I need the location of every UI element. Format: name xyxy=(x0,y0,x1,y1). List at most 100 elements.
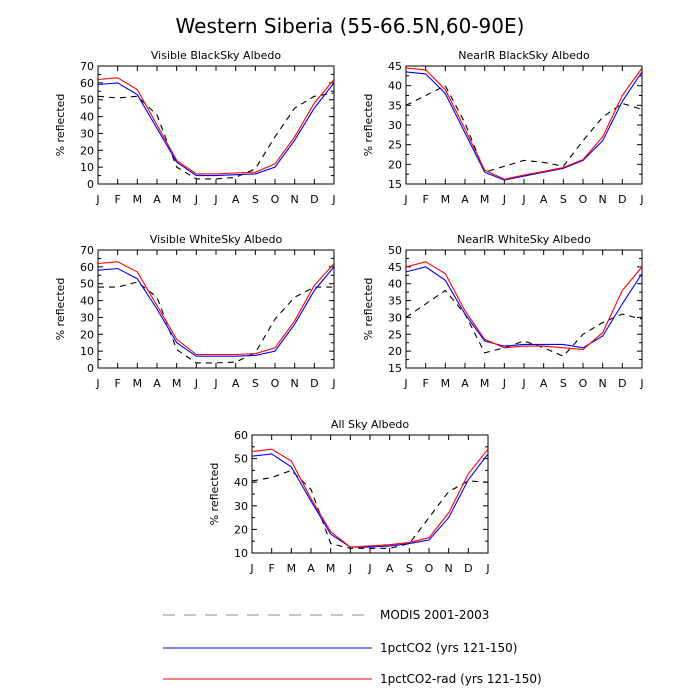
x-tick-label: J xyxy=(213,193,217,206)
x-tick-label: M xyxy=(172,193,182,206)
x-tick-label: J xyxy=(485,562,489,575)
x-tick-label: N xyxy=(599,377,607,390)
y-tick-label: 45 xyxy=(388,261,402,274)
y-tick-label: 20 xyxy=(80,144,94,157)
x-tick-label: A xyxy=(461,193,469,206)
panel-title: Visible BlackSky Albedo xyxy=(151,49,281,62)
y-tick-label: 0 xyxy=(87,362,94,375)
pctco2-line xyxy=(405,266,643,349)
x-tick-label: O xyxy=(425,562,434,575)
x-tick-label: J xyxy=(367,562,371,575)
y-axis-label: % reflected xyxy=(208,463,221,526)
x-tick-label: S xyxy=(252,193,259,206)
y-tick-label: 40 xyxy=(80,111,94,124)
x-tick-label: D xyxy=(310,193,318,206)
x-tick-label: A xyxy=(232,377,240,390)
x-tick-label: M xyxy=(133,193,143,206)
y-tick-label: 40 xyxy=(388,278,402,291)
x-tick-label: J xyxy=(331,193,335,206)
x-tick-label: S xyxy=(560,377,567,390)
x-tick-label: S xyxy=(560,193,567,206)
panel-title: Visible WhiteSky Albedo xyxy=(150,233,283,246)
panel-1: Visible BlackSky Albedo 0 10 20 30 40 50 60 70 J F… xyxy=(54,49,336,206)
y-tick-label: 35 xyxy=(388,295,402,308)
y-tick-label: 30 xyxy=(388,119,402,132)
x-tick-label: M xyxy=(133,377,143,390)
x-tick-label: A xyxy=(153,377,161,390)
x-tick-label: J xyxy=(502,193,506,206)
y-tick-label: 30 xyxy=(234,500,248,513)
modis-line xyxy=(251,469,489,549)
x-tick-label: J xyxy=(249,562,253,575)
x-tick-label: A xyxy=(307,562,315,575)
modis-line xyxy=(98,281,334,364)
y-tick-label: 30 xyxy=(388,311,402,324)
x-tick-label: J xyxy=(639,193,643,206)
modis-line xyxy=(405,84,643,173)
plot-frame xyxy=(405,249,643,369)
modis-line xyxy=(405,289,643,357)
x-tick-label: A xyxy=(540,193,548,206)
y-tick-label: 50 xyxy=(388,244,402,257)
pctco2-rad-line xyxy=(405,67,643,180)
y-tick-label: 30 xyxy=(80,127,94,140)
pctco2-line xyxy=(97,266,335,357)
x-tick-label: J xyxy=(194,193,198,206)
x-tick-label: A xyxy=(386,562,394,575)
x-tick-label: S xyxy=(406,562,413,575)
pctco2-line xyxy=(97,82,335,177)
x-tick-label: F xyxy=(269,562,275,575)
x-tick-label: J xyxy=(348,562,352,575)
y-tick-label: 70 xyxy=(80,60,94,73)
x-tick-label: N xyxy=(445,562,453,575)
panel-title: All Sky Albedo xyxy=(331,418,409,431)
y-tick-label: 20 xyxy=(80,328,94,341)
y-tick-label: 35 xyxy=(388,99,402,112)
y-tick-label: 15 xyxy=(388,362,402,375)
x-tick-label: J xyxy=(403,193,407,206)
x-tick-label: J xyxy=(502,377,506,390)
x-tick-label: J xyxy=(521,377,525,390)
x-tick-label: M xyxy=(441,193,451,206)
x-tick-label: O xyxy=(271,193,280,206)
x-tick-label: M xyxy=(287,562,297,575)
x-tick-label: F xyxy=(115,377,121,390)
x-tick-label: D xyxy=(464,562,472,575)
pctco2-rad-line xyxy=(251,448,489,548)
y-axis-label: % reflected xyxy=(362,94,375,157)
panel-3: Visible WhiteSky Albedo 0 10 20 30 40 50 60 70 J F… xyxy=(54,233,336,390)
x-tick-label: M xyxy=(172,377,182,390)
x-tick-label: J xyxy=(95,377,99,390)
y-tick-label: 25 xyxy=(388,328,402,341)
x-tick-label: J xyxy=(639,377,643,390)
y-tick-label: 60 xyxy=(80,261,94,274)
y-tick-label: 40 xyxy=(388,80,402,93)
x-tick-label: A xyxy=(232,193,240,206)
x-tick-label: O xyxy=(271,377,280,390)
y-tick-label: 20 xyxy=(388,158,402,171)
y-tick-label: 20 xyxy=(234,523,248,536)
y-tick-label: 50 xyxy=(80,278,94,291)
x-tick-label: D xyxy=(618,377,626,390)
x-tick-label: J xyxy=(194,377,198,390)
modis-line xyxy=(97,92,335,180)
y-tick-label: 10 xyxy=(80,345,94,358)
pctco2-rad-line xyxy=(97,77,335,175)
x-tick-label: F xyxy=(423,377,429,390)
pctco2-line xyxy=(251,453,489,548)
x-tick-label: S xyxy=(252,377,259,390)
plot-frame xyxy=(97,65,335,185)
x-tick-label: D xyxy=(310,377,318,390)
y-axis-label: % reflected xyxy=(54,278,67,341)
y-tick-label: 60 xyxy=(234,429,248,442)
x-tick-label: J xyxy=(95,193,99,206)
legend-label-2: 1pctCO2 (yrs 121-150) xyxy=(380,641,517,655)
x-tick-label: A xyxy=(461,377,469,390)
x-tick-label: O xyxy=(579,193,588,206)
y-tick-label: 50 xyxy=(234,453,248,466)
pctco2-line xyxy=(405,71,643,181)
plot-frame xyxy=(251,434,489,554)
